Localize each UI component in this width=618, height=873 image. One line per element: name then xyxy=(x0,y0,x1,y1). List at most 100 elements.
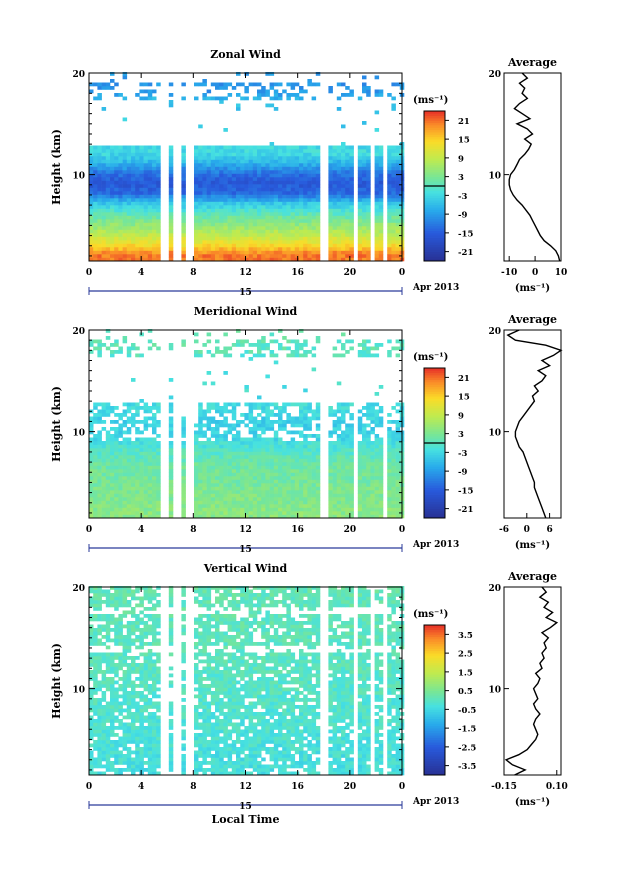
heatmap-cell xyxy=(278,413,283,417)
heatmap-cell xyxy=(198,198,203,202)
heatmap-cell xyxy=(219,82,224,87)
heatmap-cell xyxy=(101,691,107,695)
heatmap-cell xyxy=(147,504,153,508)
heatmap-cell xyxy=(143,507,149,512)
heatmap-cell xyxy=(244,86,249,90)
heatmap-cell xyxy=(282,465,287,470)
heatmap-cell xyxy=(206,243,212,248)
heatmap-cell xyxy=(345,163,350,167)
heatmap-cell xyxy=(210,486,216,491)
heatmap-cell xyxy=(156,222,161,227)
heatmap-cell xyxy=(139,250,144,255)
heatmap-cell xyxy=(215,483,220,487)
heatmap-cell xyxy=(315,434,321,438)
heatmap-cell xyxy=(135,93,140,97)
heatmap-cell xyxy=(248,145,254,150)
heatmap-cell xyxy=(93,247,98,251)
heatmap-cell xyxy=(378,455,384,459)
heatmap-cell xyxy=(110,596,115,601)
heatmap-cell xyxy=(202,497,207,501)
heatmap-cell xyxy=(210,163,216,167)
heatmap-cell xyxy=(105,486,111,491)
heatmap-cell xyxy=(147,243,153,248)
heatmap-cell xyxy=(223,507,228,512)
heatmap-cell xyxy=(227,430,233,435)
heatmap-cell xyxy=(261,145,266,150)
heatmap-cell xyxy=(181,82,186,87)
heatmap-cell xyxy=(118,736,123,741)
heatmap-cell xyxy=(290,243,296,248)
heatmap-cell xyxy=(387,257,392,262)
heatmap-cell xyxy=(210,240,216,244)
heatmap-cell xyxy=(168,395,174,400)
heatmap-cell xyxy=(278,343,283,347)
heatmap-cell xyxy=(101,177,107,181)
heatmap-cell xyxy=(114,469,119,473)
heatmap-cell xyxy=(215,514,220,519)
heatmap-cell xyxy=(286,451,291,456)
heatmap-cell xyxy=(236,514,241,519)
heatmap-cell xyxy=(395,339,401,344)
heatmap-cell xyxy=(105,208,111,213)
heatmap-cell xyxy=(336,198,342,202)
heatmap-cell xyxy=(231,486,237,491)
heatmap-cell xyxy=(341,173,346,178)
heatmap-cell xyxy=(101,173,107,178)
heatmap-cell xyxy=(273,254,279,258)
heatmap-cell xyxy=(206,458,212,463)
heatmap-cell xyxy=(278,472,283,477)
heatmap-cell xyxy=(248,420,254,424)
heatmap-cell xyxy=(349,145,354,150)
heatmap-cell xyxy=(299,89,304,94)
heatmap-cell xyxy=(265,240,270,244)
heatmap-cell xyxy=(286,166,291,171)
heatmap-cell xyxy=(198,423,203,428)
heatmap-cell xyxy=(257,191,262,195)
colorbar-swatch xyxy=(424,214,445,217)
heatmap-cell xyxy=(97,451,102,456)
heatmap-cell xyxy=(156,472,161,477)
heatmap-cell xyxy=(105,441,111,445)
heatmap-cell xyxy=(114,497,119,501)
heatmap-cell xyxy=(135,201,140,206)
heatmap-cell xyxy=(194,434,199,438)
heatmap-cell xyxy=(248,159,254,164)
heatmap-cell xyxy=(122,455,128,459)
heatmap-cell xyxy=(311,194,317,199)
heatmap-cell xyxy=(139,222,144,227)
colorbar-swatch xyxy=(424,171,445,175)
heatmap-cell xyxy=(391,215,396,220)
heatmap-cell xyxy=(210,483,216,487)
heatmap-cell xyxy=(278,514,283,519)
heatmap-cell xyxy=(210,243,216,248)
heatmap-cell xyxy=(273,486,279,491)
heatmap-cell xyxy=(307,462,312,466)
heatmap-cell xyxy=(299,222,304,227)
heatmap-cell xyxy=(110,705,115,709)
heatmap-cell xyxy=(362,465,367,470)
heatmap-cell xyxy=(198,177,203,181)
heatmap-cell xyxy=(240,226,245,230)
heatmap-cell xyxy=(299,500,304,505)
heatmap-cell xyxy=(362,198,367,202)
heatmap-cell xyxy=(93,226,98,230)
heatmap-cell xyxy=(118,208,123,213)
heatmap-cell xyxy=(303,194,308,199)
heatmap-cell xyxy=(395,465,401,470)
heatmap-cell xyxy=(114,656,119,660)
heatmap-cell xyxy=(290,208,296,213)
heatmap-cell xyxy=(122,507,128,512)
heatmap-cell xyxy=(299,219,304,223)
heatmap-cell xyxy=(336,479,342,484)
heatmap-cell xyxy=(223,194,228,199)
heatmap-cell xyxy=(89,701,94,706)
heatmap-cell xyxy=(362,451,367,456)
heatmap-cell xyxy=(391,170,396,174)
heatmap-cell xyxy=(181,511,186,515)
heatmap-cell xyxy=(194,198,199,202)
heatmap-cell xyxy=(93,722,98,727)
heatmap-cell xyxy=(97,243,102,248)
heatmap-cell xyxy=(215,462,220,466)
heatmap-cell xyxy=(378,219,384,223)
heatmap-cell xyxy=(257,500,262,505)
